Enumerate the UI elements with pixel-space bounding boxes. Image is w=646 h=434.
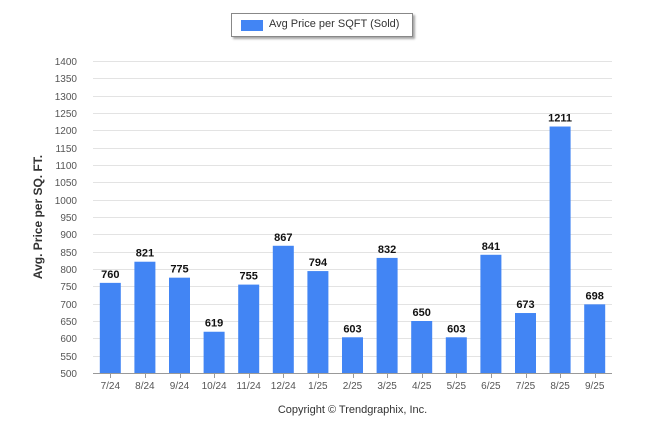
bar [134,261,156,373]
y-tick-label: 1100 [55,161,77,172]
y-axis-ticks: 500 550 600 650 700 750 800 850 900 950 1000 1050 11… [55,57,78,380]
y-axis-label: Avg. Price per SQ. FT. [31,155,45,279]
x-tick-label: 9/24 [170,381,190,392]
x-tick-label: 8/25 [550,381,570,392]
y-tick-label: 500 [60,369,77,380]
y-tick-label: 550 [60,352,77,363]
bars [99,126,606,374]
bar [549,126,571,374]
x-tick-label: 4/25 [412,381,432,392]
x-tick-label: 7/24 [101,381,121,392]
y-tick-label: 750 [60,282,77,293]
bar [411,321,433,373]
data-label: 603 [447,323,465,335]
bar [480,254,502,373]
y-tick-label: 1250 [55,109,78,120]
y-tick-label: 1350 [55,74,78,85]
y-tick-label: 900 [60,230,77,241]
data-label: 832 [378,244,396,256]
x-tick-label: 7/25 [516,381,536,392]
data-label: 698 [586,290,604,302]
x-tick-label: 2/25 [343,381,363,392]
y-tick-label: 600 [60,334,77,345]
y-tick-label: 950 [60,213,77,224]
y-tick-label: 1050 [55,178,78,189]
x-axis-ticks: 7/24 8/24 9/24 10/24 11/24 12/24 1/25 2/25 3/25 4… [101,373,605,392]
y-tick-label: 1200 [55,126,78,137]
y-tick-label: 700 [60,300,77,311]
data-label: 775 [170,264,188,276]
x-tick-label: 5/25 [447,381,467,392]
data-label: 794 [309,257,328,269]
data-label: 760 [101,269,119,281]
bar [445,337,467,373]
y-tick-label: 850 [60,248,77,259]
data-label: 650 [413,307,431,319]
y-tick-label: 1000 [55,196,78,207]
copyright-credit: Copyright © Trendgraphix, Inc. [278,404,427,416]
y-tick-label: 1400 [55,57,78,68]
bar [376,257,398,373]
y-tick-label: 650 [60,317,77,328]
data-label: 755 [240,271,258,283]
data-label: 841 [482,241,500,253]
bar [203,331,225,373]
bar [584,304,606,373]
x-tick-label: 1/25 [308,381,328,392]
data-label: 603 [343,323,361,335]
bar [272,245,294,373]
data-label: 619 [205,318,223,330]
y-tick-label: 800 [60,265,77,276]
bar [307,271,329,373]
x-tick-label: 9/25 [585,381,605,392]
bar [515,313,536,373]
data-label: 1211 [548,113,572,125]
bar [169,277,190,373]
bar [342,337,363,373]
x-tick-label: 12/24 [271,381,296,392]
x-tick-label: 6/25 [481,381,501,392]
x-tick-label: 11/24 [237,381,262,392]
y-tick-label: 1300 [55,92,78,103]
x-tick-label: 3/25 [377,381,397,392]
value-labels: 760 821 775 619 755 867 794 603 832 650 603 841 673 1… [101,113,604,336]
legend-label: Avg Price per SQFT (Sold) [269,18,400,30]
data-label: 673 [516,299,534,311]
bar [238,284,260,373]
legend: Avg Price per SQFT (Sold) [231,13,413,37]
bar [99,282,121,373]
x-tick-label: 8/24 [135,381,155,392]
y-tick-label: 1150 [55,144,77,155]
legend-swatch [241,20,263,31]
x-tick-label: 10/24 [202,381,227,392]
data-label: 821 [136,248,154,260]
data-label: 867 [274,232,292,244]
